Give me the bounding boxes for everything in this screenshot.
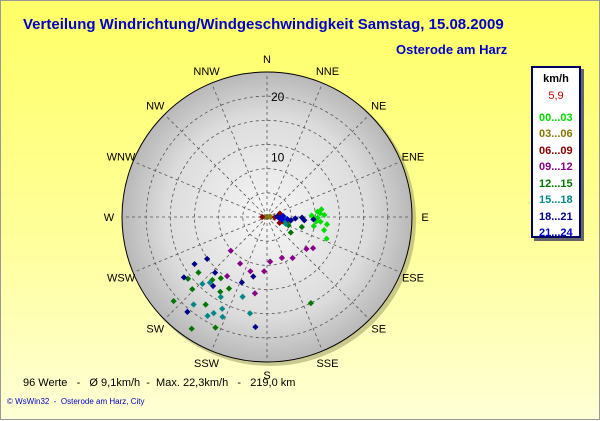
rose-spoke <box>164 114 268 218</box>
rose-spoke <box>266 216 370 320</box>
copyright-label: © WsWin32 - Osterode am Harz, City <box>7 397 145 406</box>
data-point <box>204 255 211 263</box>
direction-label: NE <box>371 100 386 112</box>
legend-item: 09...12 <box>539 161 573 173</box>
legend-item: 06...09 <box>539 145 573 157</box>
direction-label: ENE <box>402 152 425 164</box>
data-point <box>267 258 274 265</box>
rose-spoke <box>164 216 268 320</box>
statistics-summary: 96 Werte - Ø 9,1km/h - Max. 22,3km/h - 2… <box>23 377 296 389</box>
direction-label: E <box>421 212 428 224</box>
data-point <box>210 310 217 317</box>
direction-label: WNW <box>107 152 136 164</box>
rose-spoke <box>266 82 323 218</box>
direction-label: S <box>263 370 270 382</box>
data-point <box>320 227 328 234</box>
legend-item: 00...03 <box>539 112 573 124</box>
data-point <box>292 215 299 222</box>
data-point <box>189 286 196 293</box>
rose-spoke <box>132 161 268 218</box>
rose-spoke <box>211 82 268 218</box>
direction-label: N <box>263 54 271 66</box>
legend-item: 03...06 <box>539 128 573 140</box>
data-point <box>227 247 234 254</box>
legend: km/h 5,9 00...03 03...06 06...09 09...12… <box>531 66 581 239</box>
rose-spoke <box>132 216 268 273</box>
data-point <box>261 268 268 275</box>
radial-tick-label: 20 <box>271 90 285 104</box>
direction-label: SW <box>146 324 164 336</box>
direction-label: NNW <box>193 66 220 78</box>
data-point <box>204 312 211 320</box>
chart-title: Verteilung Windrichtung/Windgeschwindigk… <box>23 16 504 33</box>
direction-label: SSE <box>316 358 338 370</box>
legend-item: 15...18 <box>539 194 573 206</box>
location-label: Osterode am Harz <box>396 42 508 57</box>
data-point <box>217 275 224 282</box>
legend-item: 12...15 <box>539 178 573 190</box>
legend-item: 18...21 <box>539 211 573 223</box>
rose-spoke <box>266 216 323 352</box>
data-point <box>287 229 294 236</box>
data-point <box>238 279 245 286</box>
legend-unit: km/h <box>543 73 569 85</box>
direction-label: ESE <box>402 272 424 284</box>
direction-label: SSW <box>194 358 220 370</box>
direction-label: WSW <box>107 272 136 284</box>
direction-label: W <box>104 212 115 224</box>
rose-spoke <box>266 114 370 218</box>
legend-current-value: 5,9 <box>548 90 564 102</box>
rose-spoke <box>266 161 402 218</box>
legend-item: 21...24 <box>539 227 573 239</box>
direction-label: SE <box>371 324 386 336</box>
data-point <box>225 285 233 292</box>
data-point <box>202 301 209 308</box>
direction-label: NW <box>146 100 165 112</box>
direction-label: NNE <box>316 66 339 78</box>
data-point <box>323 221 331 228</box>
data-point <box>278 254 285 261</box>
radial-tick-label: 10 <box>271 151 285 165</box>
data-point <box>307 300 314 307</box>
rose-spoke <box>211 216 268 352</box>
